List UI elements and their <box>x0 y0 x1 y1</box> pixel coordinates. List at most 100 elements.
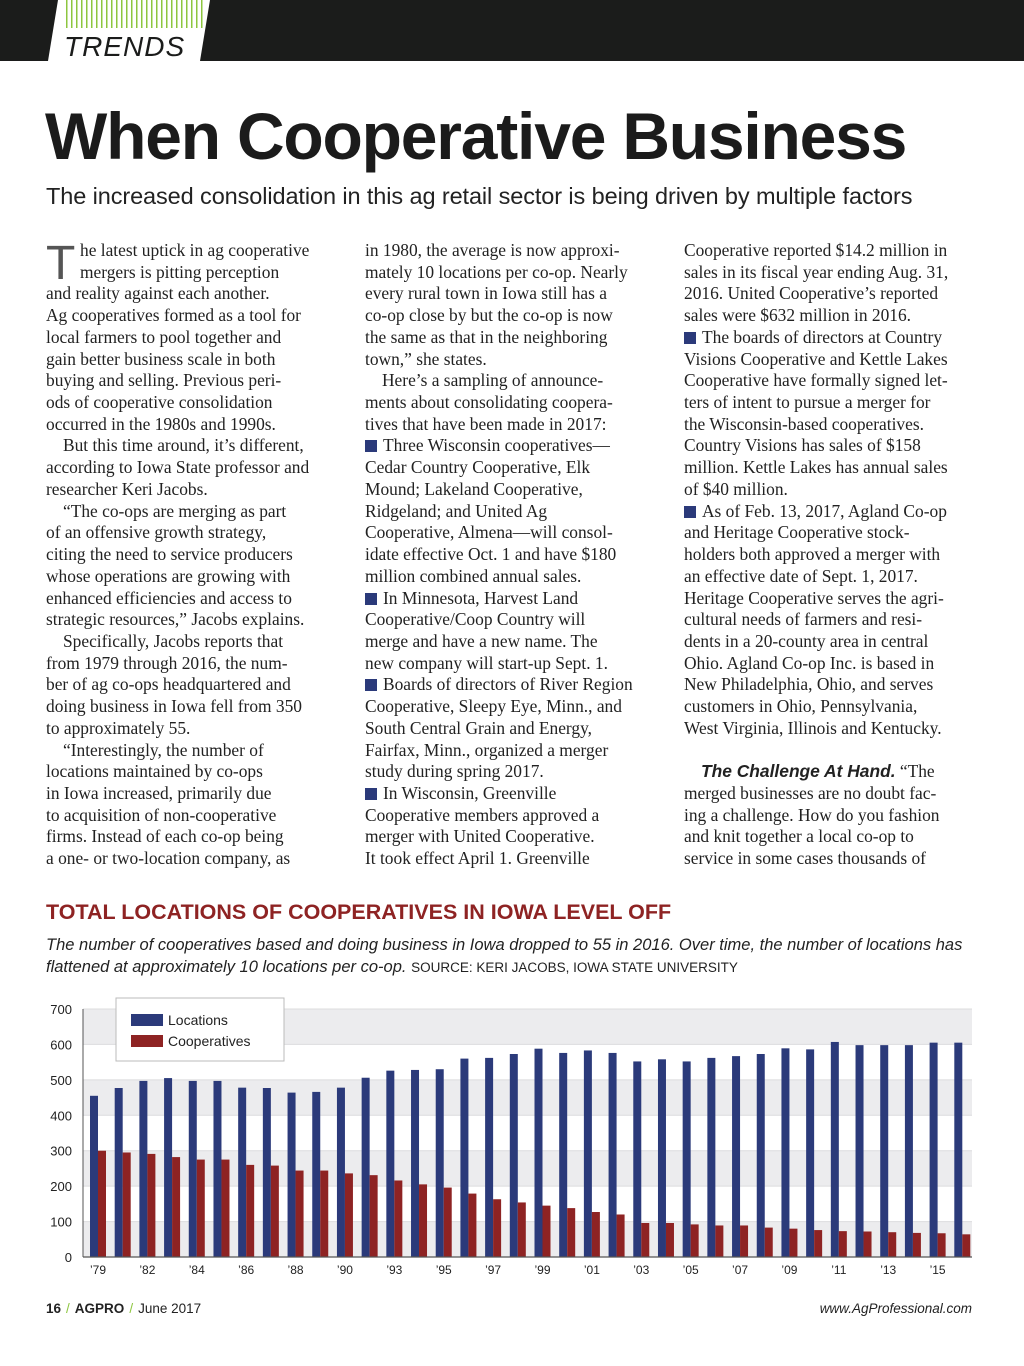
article-line: ments about consolidating coopera- <box>365 392 660 414</box>
cooperatives-bar <box>789 1228 798 1257</box>
x-tick-label: ’15 <box>930 1263 946 1277</box>
subhead-lead: The Challenge At Hand. <box>701 761 896 782</box>
cooperatives-bar <box>147 1153 156 1257</box>
locations-bar <box>732 1056 741 1257</box>
article-line: to acquisition of non-cooperative <box>46 805 341 827</box>
locations-bar <box>559 1052 568 1257</box>
line-text: Cooperative members approved a <box>365 804 600 825</box>
locations-bar <box>485 1057 494 1257</box>
section-header-bar: TRENDS <box>0 0 1024 61</box>
line-text: in 1980, the average is now approxi- <box>365 240 620 260</box>
drop-cap: T <box>46 237 76 290</box>
article-line: sales were $632 million in 2016. <box>684 305 979 327</box>
cooperatives-bar <box>196 1159 205 1257</box>
y-tick-label: 300 <box>50 1144 72 1159</box>
square-bullet-icon <box>684 505 696 518</box>
line-text: “The <box>895 761 935 782</box>
cooperatives-bar <box>369 1175 378 1257</box>
section-tab: TRENDS <box>48 0 210 61</box>
article-line: In Wisconsin, Greenville <box>365 783 660 805</box>
line-text: customers in Ohio, Pennsylvania, <box>684 696 918 717</box>
line-text: to approximately 55. <box>46 717 191 738</box>
line-text: locations maintained by co-ops <box>46 761 263 782</box>
article-line: enhanced efficiencies and access to <box>46 588 341 610</box>
cooperatives-bar <box>690 1224 699 1257</box>
x-tick-label: ’09 <box>781 1263 797 1277</box>
line-text: and reality against each another. <box>46 283 270 304</box>
locations-bar <box>435 1069 444 1257</box>
footer-left: 16 / AGPRO / June 2017 <box>46 1301 201 1316</box>
line-text: Cooperative have formally signed let- <box>684 370 948 391</box>
line-text: million combined annual sales. <box>365 565 582 586</box>
line-text: merger with United Cooperative. <box>365 826 595 847</box>
locations-bar <box>361 1077 370 1257</box>
article-line: and knit together a local co-op to <box>684 826 979 848</box>
article-line: ber of ag co-ops headquartered and <box>46 674 341 696</box>
article-line: he latest uptick in ag cooperative <box>46 240 341 262</box>
line-text: West Virginia, Illinois and Kentucky. <box>684 717 942 738</box>
line-text: strategic resources,” Jacobs explains. <box>46 609 305 630</box>
chart-subtitle-text: The number of cooperatives based and doi… <box>46 936 963 976</box>
x-tick-label: ’07 <box>732 1263 748 1277</box>
separator: / <box>66 1301 70 1316</box>
line-text: gain better business scale in both <box>46 348 276 369</box>
line-text: Country Visions has sales of $158 <box>684 435 921 456</box>
article-line: ing a challenge. How do you fashion <box>684 805 979 827</box>
line-text: ber of ag co-ops headquartered and <box>46 674 291 695</box>
article-column-2: in 1980, the average is now approxi-mate… <box>365 240 660 870</box>
article-column-3: Cooperative reported $14.2 million in sal… <box>684 240 979 870</box>
chart-source: SOURCE: KERI JACOBS, IOWA STATE UNIVERSI… <box>411 960 738 975</box>
line-text: he latest uptick in ag cooperative <box>80 240 310 260</box>
locations-bar <box>880 1045 889 1257</box>
y-tick-label: 400 <box>50 1108 72 1123</box>
locations-bar <box>213 1080 222 1257</box>
line-text: occurred in the 1980s and 1990s. <box>46 413 276 434</box>
line-text: ments about consolidating coopera- <box>365 392 613 413</box>
line-text: ters of intent to pursue a merger for <box>684 392 931 413</box>
line-text: It took effect April 1. Greenville <box>365 848 590 869</box>
line-text: Ohio. Agland Co-op Inc. is based in <box>684 652 935 673</box>
article-line: a one- or two-location company, as <box>46 848 341 870</box>
locations-bar <box>855 1045 864 1257</box>
y-tick-label: 700 <box>50 1002 72 1017</box>
article-line: every rural town in Iowa still has a <box>365 283 660 305</box>
locations-bar <box>583 1050 592 1257</box>
article-line: the Wisconsin-based cooperatives. <box>684 414 979 436</box>
cooperatives-bar <box>344 1173 353 1257</box>
green-stripes-decoration <box>66 0 206 28</box>
cooperatives-bar <box>172 1157 181 1257</box>
article-column-1: T he latest uptick in ag cooperative merg… <box>46 240 341 870</box>
line-text: enhanced efficiencies and access to <box>46 587 292 608</box>
cooperatives-bar <box>616 1214 625 1257</box>
line-text: ing a challenge. How do you fashion <box>684 804 940 825</box>
locations-bar <box>262 1088 271 1257</box>
line-text: Cedar Country Cooperative, Elk <box>365 457 591 478</box>
cooperatives-bar <box>443 1187 452 1257</box>
x-tick-label: ’97 <box>485 1263 501 1277</box>
locations-bar <box>114 1088 123 1257</box>
line-text: researcher Keri Jacobs. <box>46 478 208 499</box>
line-text: tives that have been made in 2017: <box>365 413 607 434</box>
article-line: Cooperative members approved a <box>365 805 660 827</box>
cooperatives-bar <box>715 1225 724 1257</box>
locations-bar <box>929 1042 938 1257</box>
article-line: strategic resources,” Jacobs explains. <box>46 609 341 631</box>
article-line: customers in Ohio, Pennsylvania, <box>684 696 979 718</box>
line-text: and knit together a local co-op to <box>684 826 914 847</box>
cooperatives-bar <box>814 1230 823 1257</box>
article-line: and Heritage Cooperative stock- <box>684 522 979 544</box>
y-tick-label: 100 <box>50 1215 72 1230</box>
article-line: It took effect April 1. Greenville <box>365 848 660 870</box>
line-text: In Minnesota, Harvest Land <box>383 587 579 608</box>
article-line: Fairfax, Minn., organized a merger <box>365 740 660 762</box>
article-line: Specifically, Jacobs reports that <box>46 631 341 653</box>
cooperatives-bar <box>937 1233 946 1257</box>
article-line: from 1979 through 2016, the num- <box>46 653 341 675</box>
locations-bar <box>139 1080 148 1257</box>
article-line: Ridgeland; and United Ag <box>365 501 660 523</box>
line-text: Fairfax, Minn., organized a merger <box>365 739 609 760</box>
article-line: West Virginia, Illinois and Kentucky. <box>684 718 979 740</box>
article-line: buying and selling. Previous peri- <box>46 370 341 392</box>
cooperatives-bar <box>122 1152 131 1257</box>
cooperatives-bar <box>98 1150 106 1257</box>
